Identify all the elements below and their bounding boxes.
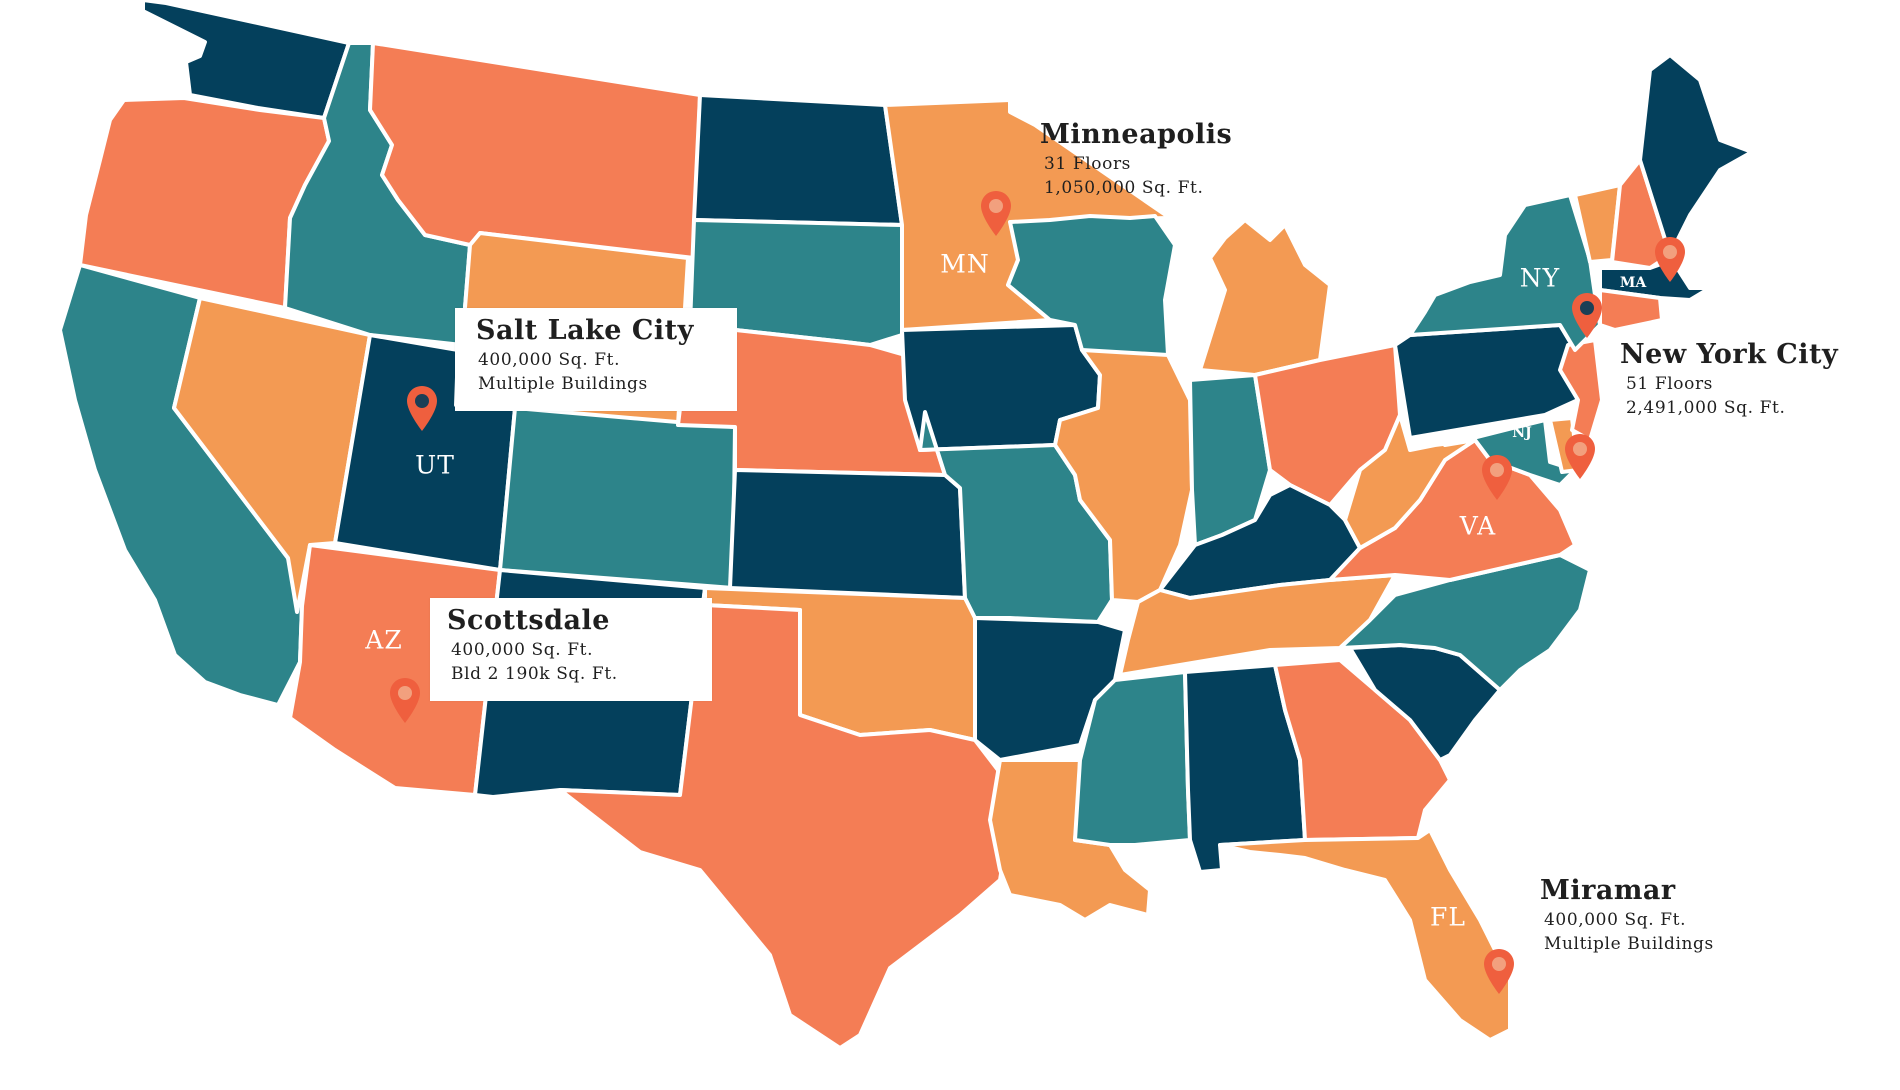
state-label-fl: FL bbox=[1430, 902, 1466, 932]
state-northdakota bbox=[692, 93, 904, 227]
state-mississippi bbox=[1073, 670, 1192, 847]
callout-detail: 2,491,000 Sq. Ft. bbox=[1626, 398, 1786, 418]
callout-salt-lake-city: Salt Lake City 400,000 Sq. Ft. Multiple … bbox=[455, 308, 737, 411]
location-pin-icon[interactable] bbox=[405, 385, 439, 433]
callout-detail: 31 Floors bbox=[1044, 154, 1131, 174]
callout-detail: 400,000 Sq. Ft. bbox=[1544, 910, 1687, 930]
state-label-nj: NJ bbox=[1512, 425, 1532, 441]
state-northcarolina bbox=[1338, 553, 1592, 692]
state-michigan bbox=[1198, 218, 1332, 377]
callout-new-york-city: New York City 51 Floors 2,491,000 Sq. Ft… bbox=[1620, 338, 1838, 420]
state-label-mn: MN bbox=[940, 249, 990, 279]
location-pin-icon[interactable] bbox=[1653, 236, 1687, 284]
state-florida bbox=[1218, 828, 1512, 1042]
state-maine bbox=[1638, 53, 1754, 257]
callout-city: New York City bbox=[1620, 339, 1839, 370]
callout-city: Minneapolis bbox=[1040, 119, 1233, 150]
state-kansas bbox=[728, 468, 967, 600]
callout-miramar: Miramar 400,000 Sq. Ft. Multiple Buildin… bbox=[1540, 874, 1714, 956]
location-pin-icon[interactable] bbox=[979, 190, 1013, 238]
state-texas bbox=[558, 586, 1012, 1050]
callout-detail: 51 Floors bbox=[1626, 374, 1713, 394]
location-pin-icon[interactable] bbox=[1482, 948, 1516, 996]
state-label-ma: MA bbox=[1619, 275, 1647, 291]
state-colorado bbox=[498, 406, 737, 590]
state-newyork bbox=[1408, 193, 1602, 352]
state-georgia bbox=[1273, 658, 1452, 842]
callout-detail: Bld 2 190k Sq. Ft. bbox=[451, 664, 618, 684]
callout-detail: Multiple Buildings bbox=[1544, 934, 1714, 954]
callout-detail: Multiple Buildings bbox=[478, 374, 648, 394]
state-montana bbox=[368, 41, 702, 260]
callout-minneapolis: Minneapolis 31 Floors 1,050,000 Sq. Ft. bbox=[1040, 118, 1232, 200]
state-tennessee bbox=[1118, 573, 1397, 677]
location-pin-icon[interactable] bbox=[1480, 454, 1514, 502]
location-pin-icon[interactable] bbox=[388, 677, 422, 725]
location-pin-icon[interactable] bbox=[1570, 292, 1604, 340]
callout-city: Miramar bbox=[1540, 875, 1676, 906]
state-label-az: AZ bbox=[365, 625, 403, 655]
location-pin-icon[interactable] bbox=[1563, 433, 1597, 481]
callout-detail: 1,050,000 Sq. Ft. bbox=[1044, 178, 1204, 198]
state-label-va: VA bbox=[1459, 511, 1497, 541]
callout-city: Scottsdale bbox=[447, 605, 610, 636]
state-connecticut bbox=[1598, 288, 1664, 332]
state-label-ut: UT bbox=[415, 450, 455, 480]
state-label-ny: NY bbox=[1519, 263, 1561, 293]
state-maryland bbox=[1443, 418, 1577, 487]
callout-scottsdale: Scottsdale 400,000 Sq. Ft. Bld 2 190k Sq… bbox=[430, 598, 712, 701]
callout-detail: 400,000 Sq. Ft. bbox=[478, 350, 621, 370]
callout-detail: 400,000 Sq. Ft. bbox=[451, 640, 594, 660]
callout-city: Salt Lake City bbox=[476, 315, 694, 346]
